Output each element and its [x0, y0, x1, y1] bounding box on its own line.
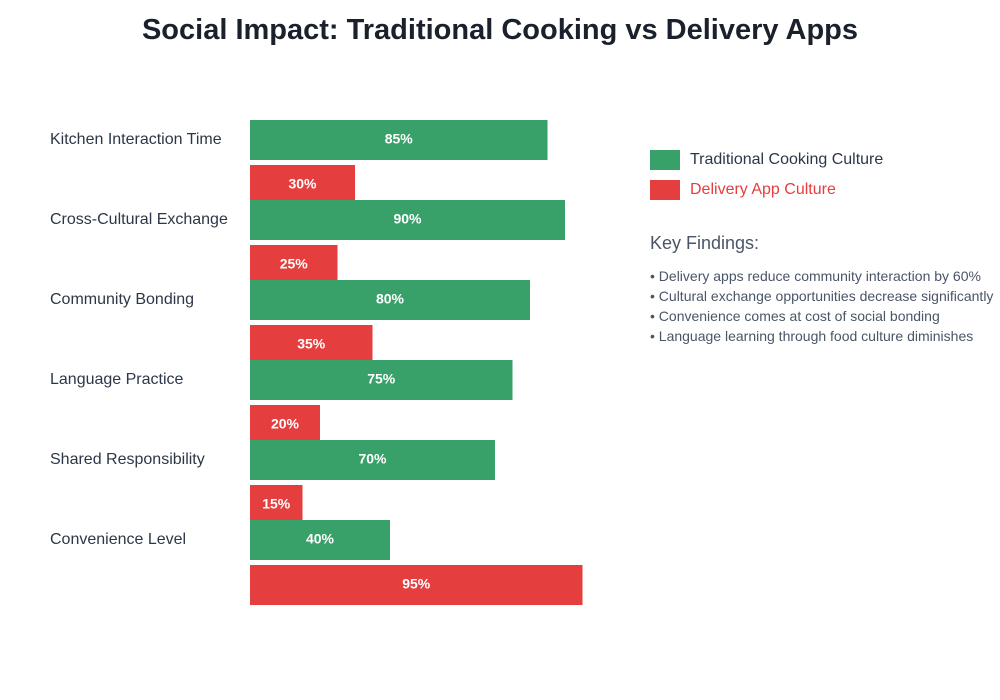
bar-label-traditional: 80% — [376, 291, 405, 307]
legend-item-traditional: Traditional Cooking Culture — [650, 150, 883, 170]
category-label: Cross-Cultural Exchange — [50, 211, 228, 228]
legend-label: Delivery App Culture — [690, 181, 836, 198]
key-findings-title: Key Findings: — [650, 233, 760, 253]
bar-label-delivery: 20% — [271, 416, 300, 432]
category-label: Kitchen Interaction Time — [50, 131, 222, 148]
category-label: Shared Responsibility — [50, 451, 205, 468]
finding-item: • Language learning through food culture… — [650, 328, 974, 344]
bar-delivery — [250, 245, 338, 285]
bar-label-traditional: 85% — [385, 131, 414, 147]
bar-label-traditional: 90% — [393, 211, 422, 227]
finding-item: • Delivery apps reduce community interac… — [650, 268, 981, 284]
bar-delivery — [250, 405, 320, 445]
bar-delivery — [250, 165, 355, 205]
category-label: Convenience Level — [50, 531, 186, 548]
legend-swatch-red — [650, 180, 680, 200]
key-findings-list: • Delivery apps reduce community interac… — [650, 266, 993, 346]
bar-delivery — [250, 565, 583, 605]
bar-traditional — [250, 520, 390, 560]
finding-item: • Convenience comes at cost of social bo… — [650, 308, 940, 324]
bar-label-delivery: 30% — [288, 176, 317, 192]
bar-traditional — [250, 120, 548, 160]
finding-item: • Cultural exchange opportunities decrea… — [650, 288, 994, 304]
bar-label-delivery: 15% — [262, 496, 291, 512]
bar-chart: Kitchen Interaction Time 30% Cross-Cultura… — [50, 120, 583, 605]
bar-traditional — [250, 200, 565, 240]
legend-item-delivery: Delivery App Culture — [650, 180, 836, 200]
bar-label-traditional: 40% — [306, 531, 335, 547]
legend-swatch-green — [650, 150, 680, 170]
bar-traditional — [250, 280, 530, 320]
bar-label-delivery: 25% — [280, 256, 309, 272]
bar-label-delivery: 35% — [297, 336, 326, 352]
chart-title: Social Impact: Traditional Cooking vs De… — [141, 14, 859, 46]
bar-traditional — [250, 440, 495, 480]
bar-label-delivery: 95% — [402, 576, 431, 592]
category-label: Community Bonding — [50, 291, 194, 308]
bar-traditional — [250, 360, 513, 400]
legend-label: Traditional Cooking Culture — [690, 151, 884, 168]
category-label: Language Practice — [50, 371, 184, 388]
bar-delivery — [250, 485, 303, 525]
bar-delivery — [250, 325, 373, 365]
bar-label-traditional: 75% — [367, 371, 396, 387]
bar-label-traditional: 70% — [358, 451, 387, 467]
